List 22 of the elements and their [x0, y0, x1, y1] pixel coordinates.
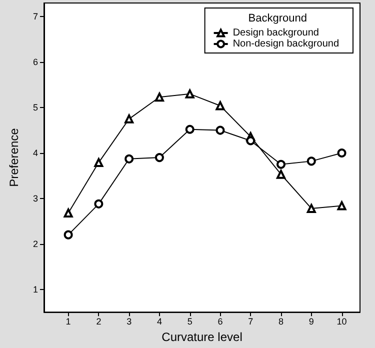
x-tick-label: 10: [336, 316, 347, 327]
legend-label: Design background: [232, 28, 319, 38]
x-tick-label: 7: [248, 316, 254, 327]
y-tick-label: 4: [32, 148, 38, 158]
x-tick-label: 5: [187, 316, 192, 327]
y-tick-label: 3: [32, 193, 38, 204]
x-tick-label: 9: [308, 316, 314, 327]
legend-title: Background: [248, 12, 308, 24]
y-tick-label: 5: [32, 102, 38, 113]
y-tick-label: 7: [32, 12, 38, 22]
x-tick-label: 2: [96, 316, 102, 327]
y-tick-label: 6: [32, 57, 38, 68]
y-tick-label: 2: [32, 238, 38, 249]
x-axis-title: Curvature level: [162, 330, 242, 344]
x-tick-label: 3: [126, 316, 132, 327]
y-axis-title: Preference: [7, 128, 21, 187]
x-tick-label: 8: [278, 316, 284, 327]
legend-label: Non-design background: [232, 38, 340, 50]
y-tick-label: 1: [32, 284, 38, 294]
x-tick-label: 4: [156, 316, 162, 327]
x-tick-label: 1: [66, 316, 71, 327]
x-tick-label: 6: [218, 316, 223, 327]
